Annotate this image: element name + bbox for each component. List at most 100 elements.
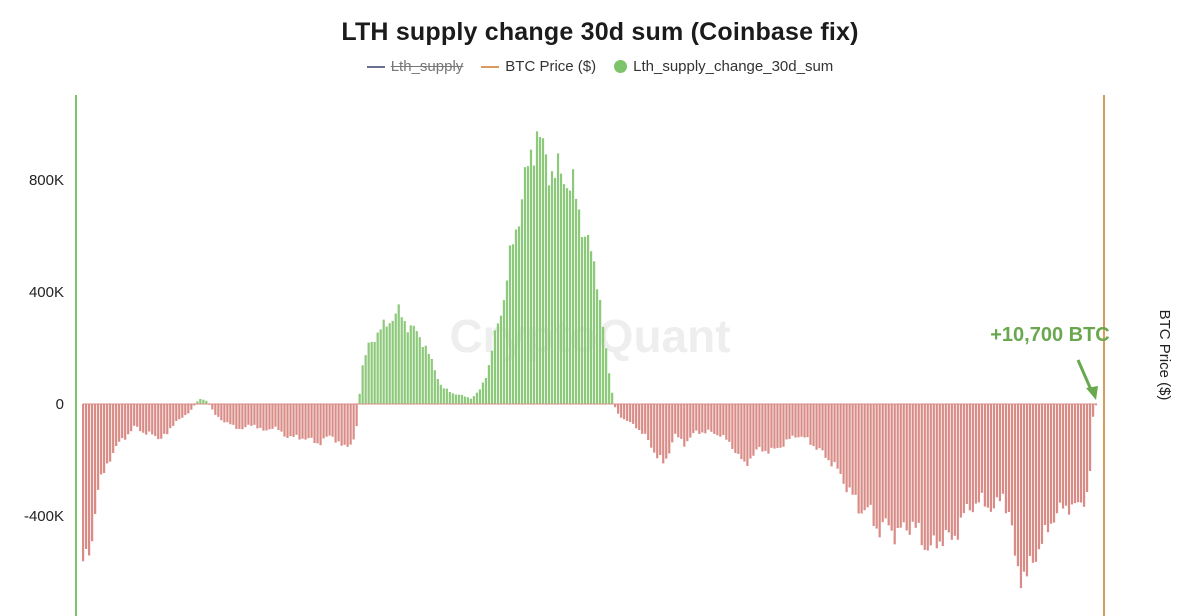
bar: [620, 404, 623, 418]
bar: [121, 404, 124, 439]
bar: [704, 404, 707, 434]
bar: [680, 404, 683, 439]
bar: [800, 404, 803, 437]
bar: [725, 404, 728, 440]
bar: [1049, 404, 1053, 524]
bar: [313, 404, 316, 443]
bar: [722, 404, 725, 435]
bar: [887, 404, 890, 526]
bar: [1019, 404, 1023, 589]
bar: [436, 378, 439, 404]
bar: [773, 404, 776, 449]
bar: [571, 169, 575, 404]
bar: [577, 209, 581, 404]
bar: [187, 404, 190, 414]
bar: [454, 394, 457, 404]
bar: [857, 404, 860, 514]
bar: [424, 345, 427, 404]
bar: [734, 404, 737, 454]
left-axis-ticks: 800K 400K 0 -400K: [24, 172, 64, 525]
bar: [962, 404, 965, 514]
bar: [698, 404, 701, 434]
bar: [710, 404, 713, 432]
bar: [779, 404, 782, 448]
bar: [785, 404, 788, 440]
bar: [611, 392, 614, 404]
bar: [148, 404, 151, 432]
legend-item-btc-price[interactable]: BTC Price ($): [481, 58, 596, 75]
bar: [268, 404, 271, 430]
bar: [1037, 404, 1041, 550]
bar: [277, 404, 280, 430]
bar: [241, 404, 244, 430]
bar: [1067, 404, 1071, 515]
bar: [433, 370, 436, 404]
bar: [265, 404, 268, 431]
bar: [587, 234, 590, 404]
annotation-text: +10,700 BTC: [990, 324, 1110, 346]
bar: [1046, 404, 1050, 533]
legend-item-lth-change[interactable]: Lth_supply_change_30d_sum: [614, 58, 833, 75]
bar: [782, 404, 785, 447]
bar: [1091, 404, 1095, 417]
bar: [878, 404, 881, 538]
left-tick-label: 400K: [29, 284, 64, 301]
bar: [1028, 404, 1032, 556]
bar: [713, 404, 716, 434]
bar: [163, 404, 166, 434]
bar: [289, 404, 292, 437]
bar: [238, 404, 241, 429]
bar: [232, 404, 235, 425]
bar: [235, 404, 238, 429]
bar: [298, 404, 301, 440]
legend-label: Lth_supply_change_30d_sum: [633, 58, 834, 75]
bar: [538, 136, 542, 404]
bar: [493, 330, 497, 404]
bar: [677, 404, 680, 438]
bar: [884, 404, 887, 519]
bar: [109, 404, 112, 462]
bar: [190, 404, 193, 410]
legend-item-lth-supply[interactable]: Lth_supply: [366, 58, 464, 75]
left-tick-label: 0: [56, 396, 64, 413]
bar: [650, 404, 653, 448]
bar: [193, 404, 196, 406]
annotation-arrow-shaft: [1076, 359, 1094, 393]
bar: [653, 404, 656, 453]
legend-label: Lth_supply: [390, 58, 464, 75]
bar: [899, 404, 902, 528]
bar: [418, 337, 421, 404]
bar: [352, 404, 355, 440]
bar: [160, 404, 163, 439]
bar: [758, 404, 761, 447]
bar: [511, 244, 515, 404]
bar: [100, 404, 103, 475]
bar: [812, 404, 815, 447]
bar: [1082, 404, 1086, 507]
bar: [373, 341, 376, 404]
bar: [229, 404, 232, 425]
bar: [574, 198, 578, 404]
bar: [112, 404, 115, 453]
bar: [1022, 404, 1026, 572]
bar: [1040, 404, 1044, 544]
bar: [382, 319, 385, 404]
chart-title: LTH supply change 30d sum (Coinbase fix): [341, 18, 859, 46]
bar: [1095, 404, 1098, 406]
bar: [283, 404, 286, 437]
bar: [130, 404, 133, 432]
bar: [331, 404, 334, 437]
bar: [415, 331, 418, 404]
bar: [1052, 404, 1056, 523]
bar: [809, 404, 812, 445]
bar: [544, 154, 548, 404]
bar: [247, 404, 250, 425]
bar: [1004, 404, 1008, 514]
bar: [514, 229, 518, 404]
bar: [602, 326, 605, 404]
bar: [1016, 404, 1020, 567]
bar: [635, 404, 638, 429]
bar: [896, 404, 899, 528]
bar: [629, 404, 632, 423]
bar: [1043, 404, 1047, 525]
